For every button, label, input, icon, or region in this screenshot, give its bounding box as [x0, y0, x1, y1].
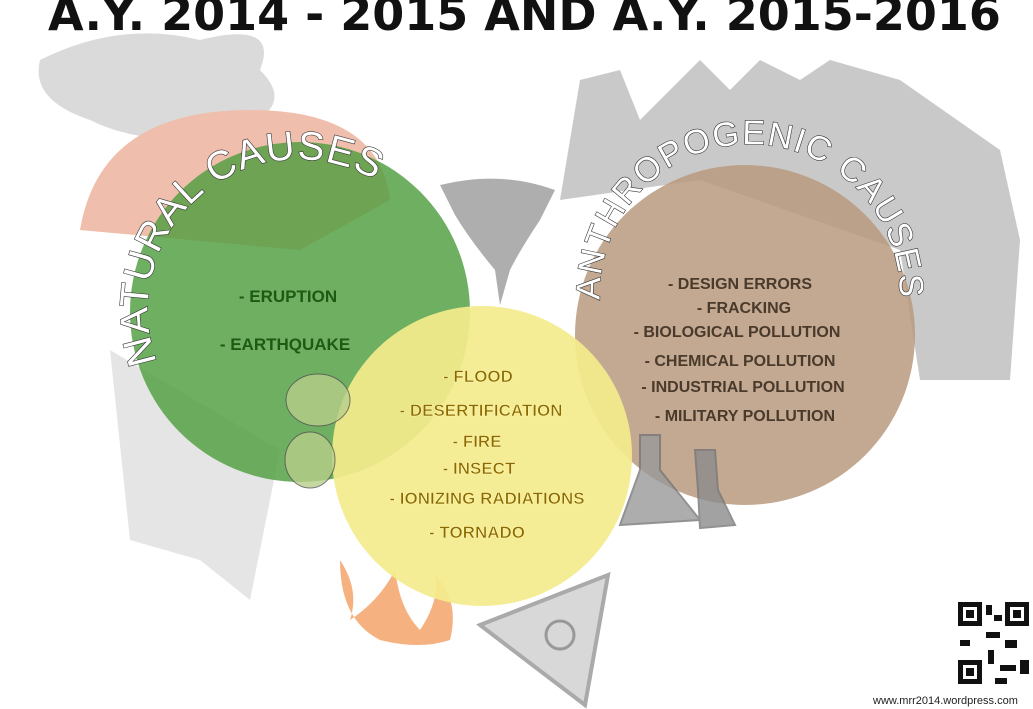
anthropogenic-item: - CHEMICAL POLLUTION — [645, 353, 836, 370]
shared-item: - DESERTIFICATION — [399, 401, 562, 420]
shared-item: - INSECT — [443, 459, 516, 478]
poster: A.Y. 2014 - 2015 AND A.Y. 2015-2016 NATU… — [0, 0, 1033, 709]
shared-item: - TORNADO — [429, 523, 525, 542]
natural-item: - ERUPTION — [239, 287, 337, 306]
shared-circle — [332, 306, 632, 606]
anthropogenic-item: - FRACKING — [697, 300, 791, 317]
footer-url: www.mrr2014.wordpress.com — [872, 695, 1018, 707]
natural-item: - EARTHQUAKE — [220, 335, 350, 354]
anthropogenic-item: - BIOLOGICAL POLLUTION — [634, 324, 841, 341]
anthropogenic-item: - DESIGN ERRORS — [668, 276, 812, 293]
shared-item: - FIRE — [452, 432, 501, 451]
title: A.Y. 2014 - 2015 AND A.Y. 2015-2016 — [48, 0, 1001, 41]
shared-item: - FLOOD — [443, 367, 513, 386]
anthropogenic-item: - INDUSTRIAL POLLUTION — [641, 379, 844, 396]
anthropogenic-item: - MILITARY POLLUTION — [655, 408, 835, 425]
shared-item: - IONIZING RADIATIONS — [389, 489, 584, 508]
qr-code — [958, 602, 1029, 684]
